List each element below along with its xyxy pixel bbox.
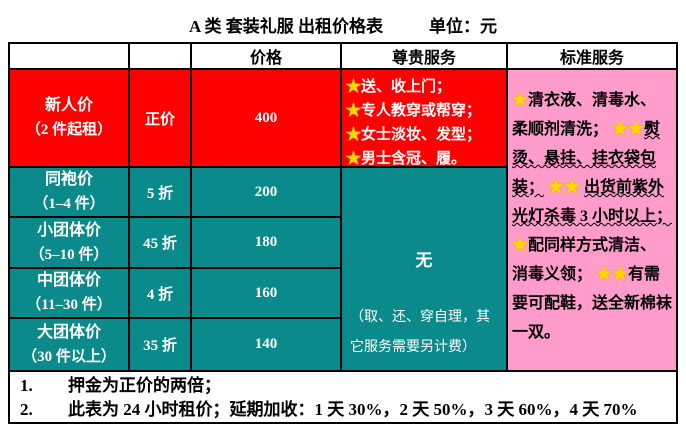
star-icon: ★ bbox=[512, 92, 529, 109]
title-row: A 类 套装礼服 出租价格表 单位：元 bbox=[0, 12, 686, 37]
premium-service-list: ★送、收上门； ★专人教穿或帮穿； ★女士淡妆、发型； ★男士含冠、履。 bbox=[342, 70, 506, 166]
star-icon: ★★ bbox=[548, 179, 585, 196]
standard-item-text: 出货前紫外光灯杀毒 3 小时以上； bbox=[512, 179, 673, 225]
standard-item-text: 配同样方式清洁、消毒义领； bbox=[512, 237, 657, 283]
row-name: 大团体价 bbox=[36, 323, 101, 341]
notes-section: 1. 押金为正价的两倍； 2. 此表为 24 小时租价；延期加收：1 天 30%… bbox=[8, 370, 678, 424]
price-small-group: 180 bbox=[192, 218, 340, 267]
row-label-mid-group: 中团体价 （11–30 件） bbox=[10, 269, 128, 317]
header-price: 价格 bbox=[192, 44, 340, 68]
row-label-newcomer: 新人价 （2 件起租） bbox=[10, 70, 128, 166]
note-text: 押金为正价的两倍； bbox=[68, 376, 221, 395]
row-label-large-group: 大团体价 （30 件以上） bbox=[10, 319, 128, 370]
row-name: 中团体价 bbox=[36, 272, 101, 289]
star-icon: ★★ bbox=[612, 121, 645, 138]
price-newcomer: 400 bbox=[192, 70, 340, 166]
standard-item: ★清衣液、清毒水、柔顺剂清洗； bbox=[512, 92, 656, 138]
note-text: 此表为 24 小时租价；延期加收：1 天 30%，2 天 50%，3 天 60%… bbox=[68, 400, 638, 419]
row-label-small-group: 小团体价 （5–10 件） bbox=[10, 218, 128, 267]
row-label-tongpao: 同袍价 （1–4 件） bbox=[10, 168, 128, 216]
note-line: 2. 此表为 24 小时租价；延期加收：1 天 30%，2 天 50%，3 天 … bbox=[10, 398, 676, 422]
premium-item: ★专人教穿或帮穿； bbox=[346, 99, 481, 123]
row-qty: （2 件起租） bbox=[25, 122, 113, 138]
discount-large-group: 35 折 bbox=[130, 319, 190, 370]
price-large-group: 140 bbox=[192, 319, 340, 370]
header-premium-service: 尊贵服务 bbox=[342, 44, 506, 68]
standard-service-list: ★清衣液、清毒水、柔顺剂清洗； ★★熨烫、悬挂、挂衣袋包装； ★★ 出货前紫外光… bbox=[508, 70, 676, 370]
note-number: 2. bbox=[20, 400, 33, 419]
none-label: 无 bbox=[415, 251, 433, 270]
premium-item: ★男士含冠、履。 bbox=[346, 147, 466, 166]
discount-small-group: 45 折 bbox=[130, 218, 190, 267]
header-blank-1 bbox=[10, 44, 128, 68]
premium-item-text: 女士淡妆、发型； bbox=[361, 127, 482, 143]
premium-item: ★女士淡妆、发型； bbox=[346, 123, 481, 147]
discount-newcomer: 正价 bbox=[130, 70, 190, 166]
standard-item: ★★熨烫、悬挂、挂衣袋包装； bbox=[512, 121, 660, 196]
star-icon: ★★ bbox=[596, 266, 629, 283]
note-line: 1. 押金为正价的两倍； bbox=[10, 374, 676, 398]
header-blank-2 bbox=[130, 44, 190, 68]
row-qty: （11–30 件） bbox=[26, 297, 112, 313]
row-qty: （1–4 件） bbox=[33, 196, 105, 212]
discount-tongpao: 5 折 bbox=[130, 168, 190, 216]
discount-mid-group: 4 折 bbox=[130, 269, 190, 317]
page-title: A 类 套装礼服 出租价格表 bbox=[188, 17, 384, 36]
row-name: 新人价 bbox=[44, 97, 93, 114]
star-icon: ★ bbox=[512, 237, 529, 254]
header-standard-service: 标准服务 bbox=[508, 44, 676, 68]
star-icon: ★ bbox=[346, 151, 362, 166]
standard-item: ★配同样方式清洁、消毒义领； bbox=[512, 237, 656, 283]
premium-item-text: 送、收上门； bbox=[361, 79, 452, 95]
star-icon: ★ bbox=[346, 79, 362, 95]
standard-item-text: 有需要可配鞋，送全新棉袜一双。 bbox=[512, 266, 673, 341]
price-table: 价格 尊贵服务 标准服务 新人价 （2 件起租） 正价 400 ★送、收上门； … bbox=[8, 42, 678, 372]
star-icon: ★ bbox=[346, 127, 362, 143]
standard-item: ★★ 出货前紫外光灯杀毒 3 小时以上； bbox=[512, 179, 672, 225]
premium-item: ★送、收上门； bbox=[346, 75, 451, 99]
premium-item-text: 男士含冠、履。 bbox=[361, 151, 467, 166]
row-name: 同袍价 bbox=[44, 171, 93, 188]
row-name: 小团体价 bbox=[36, 221, 101, 239]
price-tongpao: 200 bbox=[192, 168, 340, 216]
standard-item-text: 熨烫、悬挂、挂衣袋包装； bbox=[512, 121, 661, 196]
standard-item: ★★有需要可配鞋，送全新棉袜一双。 bbox=[512, 266, 672, 341]
unit-label: 单位：元 bbox=[429, 17, 498, 36]
none-note: （取、还、穿自理，其它服务需要另计费） bbox=[350, 310, 490, 355]
row-qty: （30 件以上） bbox=[22, 348, 116, 365]
premium-service-none: 无 （取、还、穿自理，其它服务需要另计费） bbox=[342, 168, 506, 370]
price-mid-group: 160 bbox=[192, 269, 340, 317]
row-qty: （5–10 件） bbox=[29, 246, 109, 263]
star-icon: ★ bbox=[346, 103, 362, 119]
premium-item-text: 专人教穿或帮穿； bbox=[361, 103, 482, 119]
note-number: 1. bbox=[20, 376, 33, 395]
standard-item-text: 清衣液、清毒水、柔顺剂清洗； bbox=[512, 92, 657, 138]
